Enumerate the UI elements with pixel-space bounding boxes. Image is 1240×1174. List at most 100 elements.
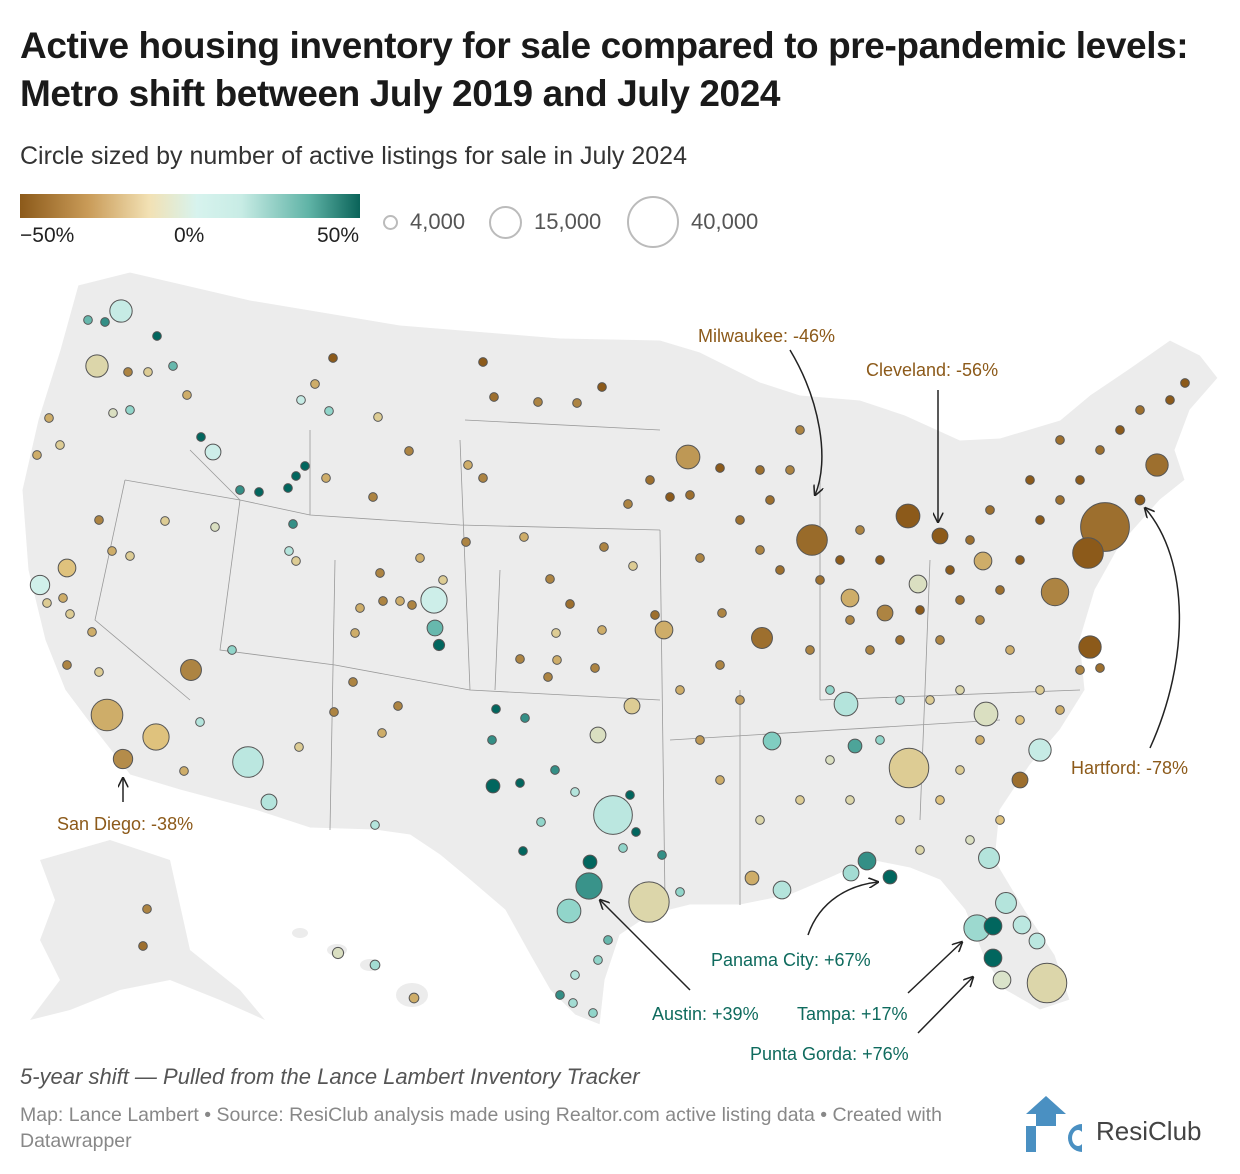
metro-marker xyxy=(196,432,206,442)
metro-marker xyxy=(931,527,949,545)
metro-marker xyxy=(623,499,633,509)
metro-marker xyxy=(855,525,865,535)
metro-marker xyxy=(582,854,598,870)
metro-marker xyxy=(29,574,51,596)
metro-marker xyxy=(168,361,178,371)
metro-marker xyxy=(695,553,705,563)
metro-marker xyxy=(65,609,75,619)
metro-marker xyxy=(965,835,975,845)
alaska-shape xyxy=(30,840,265,1020)
color-scale-max-label: 50% xyxy=(317,224,360,247)
metro-marker xyxy=(882,869,898,885)
metro-marker xyxy=(432,638,446,652)
metro-marker xyxy=(1055,435,1065,445)
size-legend-label-large: 40,000 xyxy=(691,209,759,234)
metro-marker xyxy=(42,598,52,608)
metro-marker xyxy=(515,654,525,664)
metro-marker xyxy=(955,685,965,695)
metro-marker xyxy=(1072,537,1104,569)
metro-marker xyxy=(589,726,607,744)
metro-marker xyxy=(755,465,765,475)
metro-marker xyxy=(717,608,727,618)
metro-marker xyxy=(875,555,885,565)
metro-marker xyxy=(487,735,497,745)
metro-marker xyxy=(895,695,905,705)
metro-marker xyxy=(1165,395,1175,405)
metro-marker xyxy=(631,827,641,837)
metro-marker xyxy=(555,990,565,1000)
state-borders xyxy=(94,419,1081,905)
metro-marker xyxy=(628,561,638,571)
annotation-tampa: Tampa: +17% xyxy=(797,1004,908,1024)
metro-marker xyxy=(888,747,930,789)
metro-marker xyxy=(715,463,725,473)
metro-marker xyxy=(865,645,875,655)
metro-marker xyxy=(876,604,894,622)
metro-marker xyxy=(254,487,264,497)
metro-marker xyxy=(235,485,245,495)
metro-marker xyxy=(478,473,488,483)
size-legend-label-medium: 15,000 xyxy=(534,209,602,234)
metro-marker xyxy=(842,864,860,882)
metro-marker xyxy=(543,672,553,682)
metro-marker xyxy=(995,585,1005,595)
metro-marker xyxy=(32,450,42,460)
metro-marker xyxy=(57,558,77,578)
metro-marker xyxy=(545,574,555,584)
metro-marker xyxy=(109,299,133,323)
annotation-san-diego: San Diego: -38% xyxy=(57,814,193,834)
metro-marker xyxy=(975,735,985,745)
metro-marker xyxy=(284,546,294,556)
annotation-austin: Austin: +39% xyxy=(652,1004,759,1024)
metro-marker xyxy=(125,551,135,561)
metro-marker xyxy=(375,568,385,578)
metro-marker xyxy=(795,795,805,805)
metro-marker xyxy=(765,495,775,505)
metro-marker xyxy=(895,635,905,645)
metro-marker xyxy=(415,553,425,563)
metro-marker xyxy=(1134,494,1146,506)
metro-marker xyxy=(125,405,135,415)
metro-marker xyxy=(1135,405,1145,415)
metro-marker xyxy=(296,395,306,405)
annotation-arrow-hartford xyxy=(1145,508,1181,749)
annotation-arrow-tampa xyxy=(907,942,962,994)
annotation-punta-gorda: Punta Gorda: +76% xyxy=(750,1044,909,1060)
metro-marker xyxy=(985,505,995,515)
metro-marker xyxy=(925,695,935,705)
metro-marker xyxy=(232,746,264,778)
metro-marker xyxy=(491,704,501,714)
metro-marker xyxy=(908,574,928,594)
metro-marker xyxy=(288,519,298,529)
metro-marker xyxy=(373,412,383,422)
metro-marker xyxy=(572,398,582,408)
metro-marker xyxy=(597,625,607,635)
annotation-arrow-austin xyxy=(600,900,691,991)
metro-marker xyxy=(520,713,530,723)
metro-marker xyxy=(370,820,380,830)
resiclub-logo-text: ResiClub xyxy=(1096,1116,1202,1146)
metro-marker xyxy=(762,731,782,751)
metro-marker xyxy=(112,748,134,770)
metro-marker xyxy=(461,537,471,547)
color-scale-bar xyxy=(20,194,360,218)
metro-marker xyxy=(404,446,414,456)
metro-marker xyxy=(489,392,499,402)
footer-note: 5-year shift — Pulled from the Lance Lam… xyxy=(20,1064,640,1089)
metro-marker xyxy=(329,707,339,717)
metro-marker xyxy=(377,728,387,738)
metro-marker xyxy=(570,787,580,797)
annotation-milwaukee: Milwaukee: -46% xyxy=(698,326,835,346)
metro-marker xyxy=(180,659,202,681)
metro-marker xyxy=(1055,705,1065,715)
metro-marker xyxy=(321,473,331,483)
metro-marker xyxy=(645,475,655,485)
metro-marker xyxy=(675,887,685,897)
resiclub-logo-icon xyxy=(1026,1096,1082,1152)
metro-marker xyxy=(973,551,993,571)
metro-marker xyxy=(62,660,72,670)
metro-marker xyxy=(204,443,222,461)
metro-marker xyxy=(695,735,705,745)
metro-marker xyxy=(815,575,825,585)
metro-marker xyxy=(915,605,925,615)
